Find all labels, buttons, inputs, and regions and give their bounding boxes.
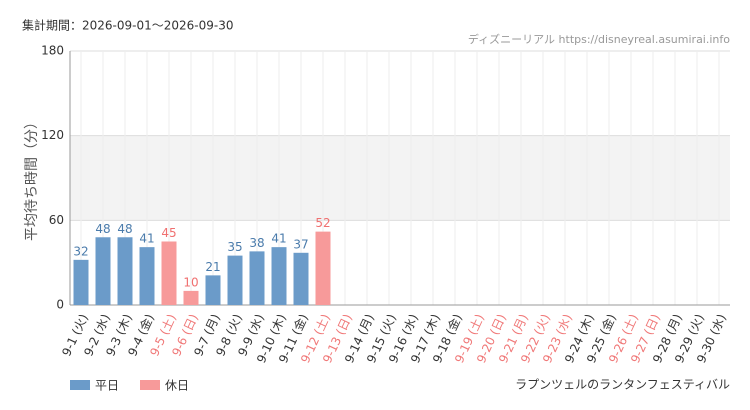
y-axis-label: 平均待ち時間（分）	[24, 115, 40, 241]
legend-label: 休日	[165, 379, 189, 393]
subtitle: ラプンツェルのランタンフェスティバル	[515, 378, 730, 392]
value-label: 10	[183, 275, 198, 289]
bar	[161, 241, 177, 305]
bar	[95, 237, 111, 305]
y-tick-label: 120	[41, 128, 64, 142]
y-tick-label: 60	[49, 213, 64, 227]
bar	[117, 237, 133, 305]
bar	[271, 247, 287, 305]
value-label: 37	[293, 237, 308, 251]
legend-label: 平日	[95, 379, 119, 393]
value-label: 52	[315, 216, 330, 230]
legend-swatch	[140, 380, 160, 390]
y-tick-label: 0	[56, 298, 64, 312]
bar	[183, 290, 199, 305]
chart-title: 集計期間：2026-09-01～2026-09-30	[22, 18, 233, 33]
band	[70, 135, 730, 221]
source: ディズニーリアル https://disneyreal.asumirai.inf…	[468, 32, 730, 46]
legend-swatch	[70, 380, 90, 390]
value-label: 21	[205, 260, 220, 274]
bar	[293, 252, 309, 305]
value-label: 45	[161, 226, 176, 240]
value-label: 32	[73, 244, 88, 258]
bar	[227, 255, 243, 305]
bar	[249, 251, 265, 305]
y-tick-label: 180	[41, 44, 64, 58]
bar	[315, 231, 331, 305]
value-label: 48	[117, 222, 132, 236]
value-label: 41	[139, 232, 154, 246]
value-label: 38	[249, 236, 264, 250]
value-label: 48	[95, 222, 110, 236]
bar	[139, 247, 155, 305]
bar	[205, 275, 221, 305]
value-label: 35	[227, 240, 242, 254]
value-label: 41	[271, 232, 286, 246]
bar	[73, 259, 89, 305]
